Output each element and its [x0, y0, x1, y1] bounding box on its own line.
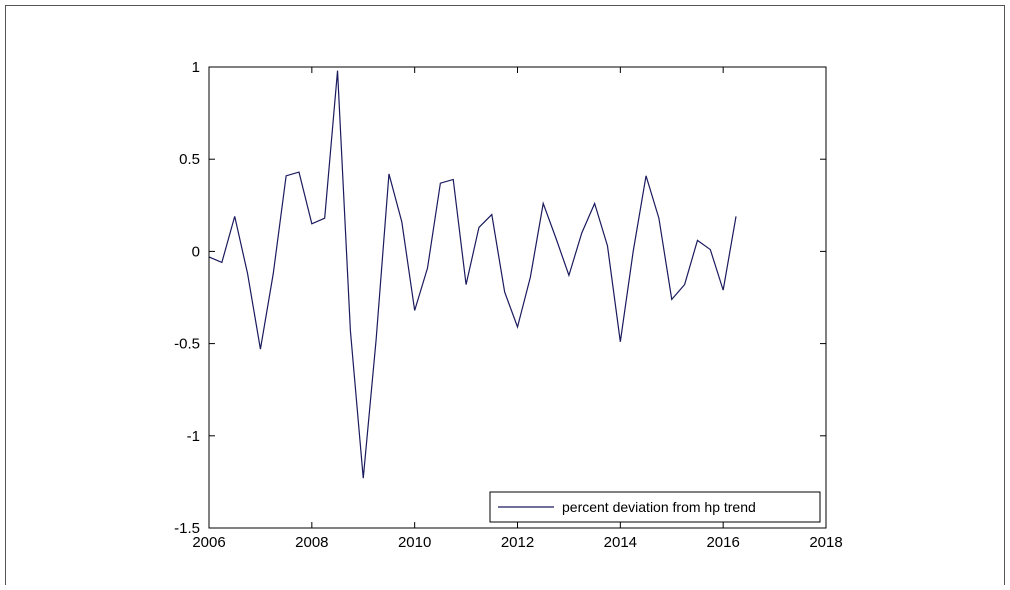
- y-tick-label: -1.5: [174, 520, 200, 537]
- x-tick-label: 2018: [809, 534, 842, 551]
- y-tick-label: -1: [187, 428, 200, 445]
- x-tick-label: 2008: [295, 534, 328, 551]
- y-tick-label: -0.5: [174, 336, 200, 353]
- legend: percent deviation from hp trend: [489, 491, 821, 523]
- x-tick-label: 2012: [501, 534, 534, 551]
- plot-area: [209, 67, 826, 528]
- x-tick-label: 2014: [604, 534, 637, 551]
- legend-label: percent deviation from hp trend: [562, 499, 756, 515]
- y-tick-label: 1: [192, 59, 200, 76]
- series-layer: [208, 70, 737, 479]
- x-tick-label: 2016: [706, 534, 739, 551]
- y-tick-label: 0.5: [179, 151, 200, 168]
- line-chart: 2006 2008 2010 2012 2014 2016 2018 1 0.5 0 -0.5 -1 -…: [174, 59, 843, 551]
- x-tick-label: 2010: [398, 534, 431, 551]
- y-tick-label: 0: [192, 243, 200, 260]
- series-line: [208, 70, 737, 479]
- figure-window: 2006 2008 2010 2012 2014 2016 2018 1 0.5 0 -0.5 -1 -…: [5, 5, 1005, 585]
- plot-border: [208, 66, 827, 529]
- x-tick-label: 2006: [192, 534, 225, 551]
